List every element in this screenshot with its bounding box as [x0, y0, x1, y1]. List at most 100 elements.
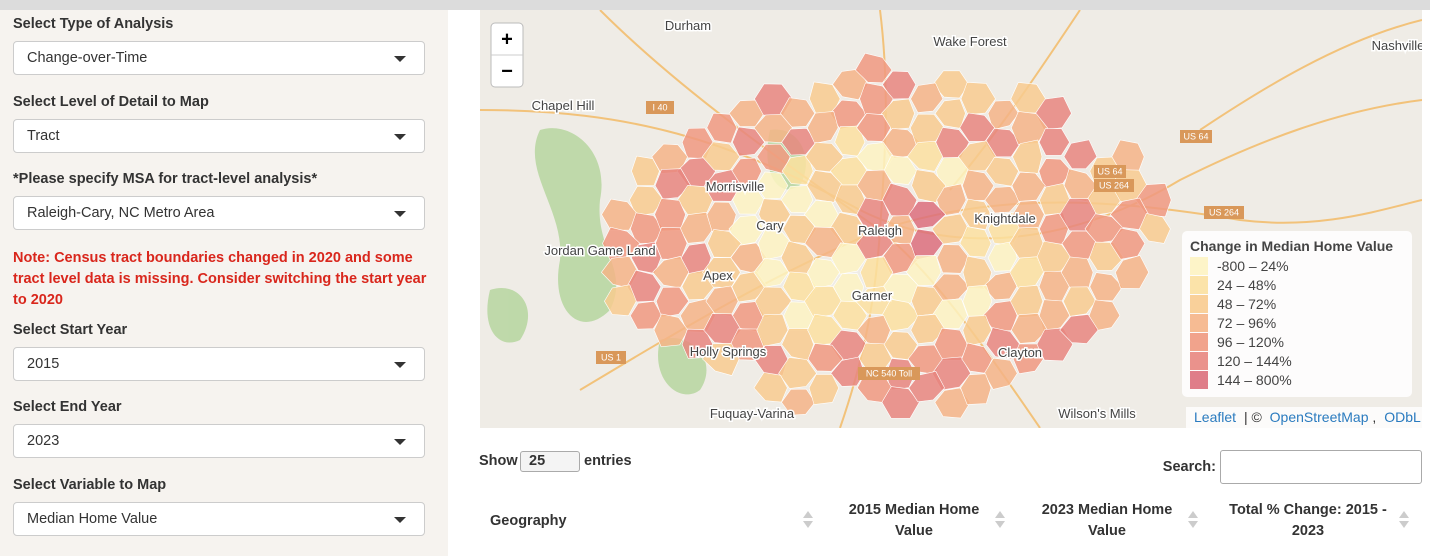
tract[interactable] [702, 342, 740, 376]
place-label: Clayton [998, 345, 1042, 360]
tract[interactable] [629, 185, 664, 217]
tract[interactable] [910, 313, 946, 345]
attribution-link[interactable]: OpenStreetMap [1270, 409, 1369, 425]
zoom-in[interactable]: + [501, 28, 513, 50]
page-length-select[interactable]: 25 [520, 451, 580, 472]
tract[interactable] [1063, 139, 1098, 170]
search-label: Search: [1162, 459, 1216, 475]
zoom-control[interactable]: + − [490, 22, 524, 88]
search-input[interactable] [1220, 450, 1422, 484]
select-box[interactable]: Tract [13, 119, 425, 153]
legend-label: -800 – 24% [1217, 258, 1289, 274]
tract[interactable] [911, 169, 947, 203]
tract[interactable] [985, 156, 1019, 187]
map[interactable]: + − I 40 US 64 US 264 US 1 NC 540 Toll U… [480, 10, 1422, 428]
zoom-out[interactable]: − [501, 60, 513, 82]
tract[interactable] [934, 387, 971, 419]
tract[interactable] [706, 112, 738, 144]
tract[interactable] [1109, 197, 1149, 230]
tract[interactable] [1139, 213, 1171, 244]
column-header[interactable]: Total % Change: 2015 - 2023 [1229, 502, 1387, 539]
tract[interactable] [1059, 314, 1099, 344]
tract[interactable] [881, 98, 915, 130]
tract[interactable] [653, 313, 689, 348]
tract[interactable] [654, 168, 692, 200]
tract[interactable] [756, 313, 789, 347]
tract[interactable] [830, 356, 865, 387]
tract[interactable] [756, 143, 791, 174]
tract[interactable] [987, 100, 1020, 131]
tract[interactable] [960, 81, 996, 115]
tract[interactable] [728, 215, 765, 247]
tract[interactable] [1010, 313, 1048, 344]
tract[interactable] [984, 186, 1021, 214]
tract[interactable] [781, 127, 817, 156]
tract[interactable] [931, 213, 969, 245]
tract[interactable] [806, 111, 839, 144]
tract[interactable] [936, 244, 970, 274]
tract[interactable] [908, 200, 947, 229]
tract[interactable] [781, 328, 814, 361]
column-header[interactable]: Geography [490, 513, 567, 529]
place-label: Durham [665, 18, 711, 33]
tract[interactable] [957, 140, 997, 172]
select-box[interactable]: Raleigh-Cary, NC Metro Area [13, 196, 425, 230]
tract[interactable] [601, 198, 639, 231]
tract[interactable] [753, 257, 790, 288]
tract[interactable] [655, 286, 690, 318]
select-box[interactable]: 2015 [13, 347, 425, 381]
tract[interactable] [1038, 128, 1070, 156]
tract[interactable] [781, 388, 816, 416]
tract[interactable] [983, 357, 1018, 390]
tract[interactable] [778, 357, 817, 389]
tract[interactable] [655, 227, 688, 261]
tract[interactable] [881, 386, 920, 419]
tract[interactable] [804, 285, 842, 319]
tract[interactable] [604, 284, 637, 317]
tract[interactable] [780, 97, 816, 128]
column-header[interactable]: 2015 Median Home Value [848, 502, 980, 539]
tract[interactable] [755, 171, 789, 200]
road-label: US 64 [1097, 166, 1122, 176]
select-box[interactable]: Median Home Value [13, 502, 425, 536]
tract[interactable] [807, 343, 844, 372]
tract[interactable] [1011, 171, 1046, 202]
note: Note: Census tract boundaries changed in… [13, 250, 427, 308]
tract[interactable] [1084, 213, 1125, 244]
tract[interactable] [1012, 139, 1043, 174]
tract[interactable] [704, 169, 742, 202]
select-box[interactable]: 2023 [13, 424, 425, 458]
column-header[interactable]: 2023 Median Home Value [1041, 502, 1173, 539]
attribution-link[interactable]: Leaflet [1194, 409, 1236, 425]
select-box[interactable]: Change-over-Time [13, 41, 425, 75]
tract[interactable] [629, 300, 663, 330]
tract[interactable] [732, 185, 765, 215]
tract[interactable] [960, 373, 992, 405]
tract[interactable] [807, 258, 841, 289]
tract[interactable] [1061, 230, 1098, 260]
attribution-separator: | © [1244, 409, 1263, 425]
tract[interactable] [985, 327, 1021, 360]
tract[interactable] [1115, 255, 1150, 289]
tract[interactable] [806, 170, 844, 203]
tract[interactable] [910, 82, 944, 113]
tract[interactable] [962, 315, 992, 347]
tract[interactable] [1012, 343, 1044, 375]
attribution-link[interactable]: ODbL [1384, 409, 1421, 425]
tract-layer[interactable] [601, 52, 1172, 419]
tract[interactable] [1089, 272, 1124, 302]
tract[interactable] [959, 226, 992, 258]
tract[interactable] [808, 374, 840, 405]
tract[interactable] [758, 198, 791, 230]
tract[interactable] [1062, 286, 1097, 317]
tract[interactable] [882, 70, 917, 100]
tract[interactable] [906, 140, 944, 172]
road-shields: I 40 US 64 US 264 US 1 NC 540 Toll US 64… [596, 101, 1244, 380]
tract[interactable] [936, 183, 967, 217]
tract[interactable] [855, 229, 894, 260]
tract[interactable] [961, 198, 992, 230]
legend-swatch [1190, 257, 1208, 275]
tract[interactable] [856, 197, 890, 232]
tract[interactable] [855, 52, 893, 84]
